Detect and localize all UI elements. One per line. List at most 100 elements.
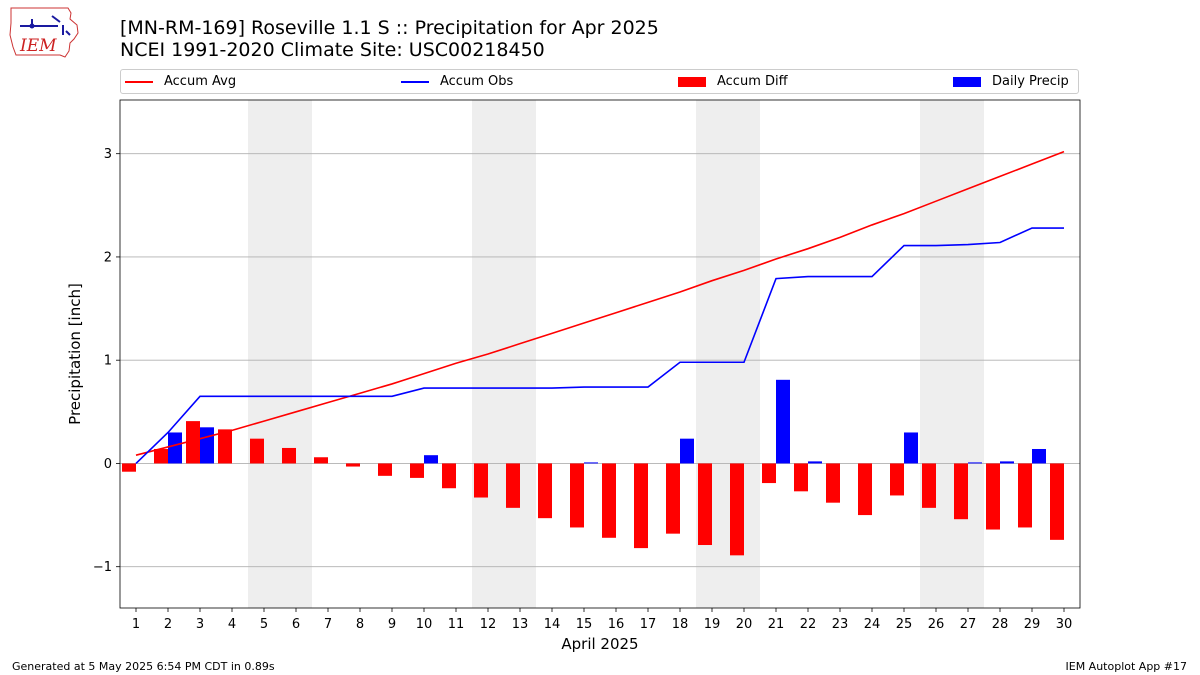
bar-daily-precip [808, 461, 822, 464]
x-tick-label: 13 [512, 617, 529, 632]
x-tick-label: 26 [928, 617, 945, 632]
bar-accum-diff [794, 463, 808, 492]
legend-accum-obs: Accum Obs [401, 70, 513, 93]
bar-accum-diff [1018, 463, 1032, 528]
x-tick-label: 19 [704, 617, 721, 632]
x-tick-label: 12 [480, 617, 497, 632]
chart-subtitle: NCEI 1991-2020 Climate Site: USC00218450 [120, 39, 545, 61]
x-tick-label: 4 [228, 617, 236, 632]
x-tick-label: 27 [960, 617, 977, 632]
bar-accum-diff [922, 463, 936, 508]
bar-accum-diff [602, 463, 616, 538]
generated-timestamp: Generated at 5 May 2025 6:54 PM CDT in 0… [12, 660, 275, 673]
bar-daily-precip [584, 462, 598, 464]
x-tick-label: 8 [356, 617, 364, 632]
iowa-state-outline [9, 7, 79, 58]
x-tick-label: 3 [196, 617, 204, 632]
x-tick-label: 21 [768, 617, 785, 632]
bar-accum-diff [634, 463, 648, 549]
x-tick-label: 23 [832, 617, 849, 632]
bar-daily-precip [200, 427, 214, 464]
legend-swatch-accum-diff [678, 76, 706, 87]
bar-daily-precip [424, 455, 438, 464]
y-tick-label: 0 [104, 457, 112, 472]
bar-accum-diff [954, 463, 968, 520]
x-tick-label: 20 [736, 617, 753, 632]
bar-accum-diff [186, 421, 200, 464]
legend-label-accum-obs: Accum Obs [440, 74, 514, 89]
plot-frame [119, 99, 1081, 609]
weekend-shade-1 [248, 100, 312, 608]
weekend-shade-4 [920, 100, 984, 608]
bar-daily-precip [680, 438, 694, 464]
x-tick-label: 7 [324, 617, 332, 632]
bar-accum-diff [474, 463, 488, 498]
legend-accum-diff: Accum Diff [678, 70, 788, 93]
y-tick-label: 3 [104, 147, 112, 162]
bar-accum-diff [538, 463, 552, 519]
line-accum-obs [135, 227, 1064, 465]
y-tick-label: 2 [104, 250, 112, 265]
x-tick-label: 10 [416, 617, 433, 632]
x-tick-label: 17 [640, 617, 657, 632]
y-tick-label: 1 [104, 354, 112, 369]
bar-accum-diff [378, 463, 392, 476]
x-tick-label: 16 [608, 617, 625, 632]
bar-accum-diff [410, 463, 424, 478]
bar-accum-diff [250, 438, 264, 464]
bar-daily-precip [168, 432, 182, 464]
bar-accum-diff [1050, 463, 1064, 540]
bar-daily-precip [1000, 461, 1014, 464]
bar-accum-diff [858, 463, 872, 516]
legend-label-accum-avg: Accum Avg [164, 74, 237, 89]
legend-swatch-daily-precip [953, 76, 981, 87]
x-tick-label: 22 [800, 617, 817, 632]
bar-accum-diff [346, 463, 360, 467]
x-tick-label: 6 [292, 617, 300, 632]
bar-accum-diff [314, 457, 328, 464]
legend-swatch-accum-obs [401, 80, 429, 83]
bar-accum-diff [442, 463, 456, 489]
weekend-shade-2 [472, 100, 536, 608]
legend-swatch-accum-avg [125, 80, 153, 83]
iem-logo: IEM [9, 7, 79, 58]
app-credit: IEM Autoplot App #17 [1065, 660, 1188, 673]
bar-accum-diff [218, 429, 232, 464]
x-tick-label: 9 [388, 617, 396, 632]
anemometer-icon [29, 23, 35, 29]
bar-accum-diff [762, 463, 776, 484]
x-tick-label: 15 [576, 617, 593, 632]
y-tick-label: −1 [93, 560, 112, 575]
x-tick-label: 18 [672, 617, 689, 632]
chart-legend: Accum Avg Accum Obs Accum Diff Daily Pre… [120, 69, 1079, 94]
bar-daily-precip [968, 462, 982, 464]
bar-accum-diff [154, 448, 168, 464]
x-axis-label: April 2025 [561, 635, 638, 653]
bar-daily-precip [1032, 448, 1046, 464]
x-tick-label: 2 [164, 617, 172, 632]
logo-text: IEM [19, 36, 57, 56]
legend-label-accum-diff: Accum Diff [717, 74, 788, 89]
bar-accum-diff [666, 463, 680, 534]
x-tick-label: 5 [260, 617, 268, 632]
chart-title: [MN-RM-169] Roseville 1.1 S :: Precipita… [120, 17, 659, 39]
bar-accum-diff [570, 463, 584, 528]
legend-label-daily-precip: Daily Precip [992, 74, 1069, 89]
x-tick-label: 29 [1024, 617, 1041, 632]
bar-accum-diff [890, 463, 904, 496]
x-tick-label: 28 [992, 617, 1009, 632]
bar-daily-precip [776, 379, 790, 464]
x-tick-label: 11 [448, 617, 465, 632]
x-tick-label: 14 [544, 617, 561, 632]
y-axis-label: Precipitation [inch] [66, 283, 84, 425]
bar-accum-diff [698, 463, 712, 546]
bar-accum-diff [730, 463, 744, 556]
x-tick-label: 25 [896, 617, 913, 632]
weather-station-icon [20, 15, 71, 36]
bar-accum-diff [282, 447, 296, 464]
bar-accum-diff [506, 463, 520, 508]
x-tick-label: 24 [864, 617, 881, 632]
bar-accum-diff [826, 463, 840, 503]
bar-accum-diff [122, 463, 136, 472]
